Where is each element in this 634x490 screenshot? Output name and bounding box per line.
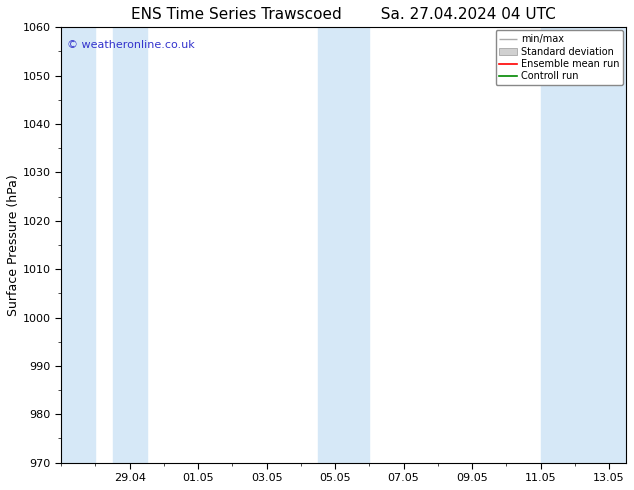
Y-axis label: Surface Pressure (hPa): Surface Pressure (hPa) (7, 174, 20, 316)
Bar (113, 27, 147, 463)
Title: ENS Time Series Trawscoed        Sa. 27.04.2024 04 UTC: ENS Time Series Trawscoed Sa. 27.04.2024… (131, 7, 556, 22)
Bar (541, 27, 626, 463)
Bar (318, 27, 370, 463)
Legend: min/max, Standard deviation, Ensemble mean run, Controll run: min/max, Standard deviation, Ensemble me… (496, 30, 623, 85)
Text: © weatheronline.co.uk: © weatheronline.co.uk (67, 40, 195, 50)
Bar (61, 27, 96, 463)
